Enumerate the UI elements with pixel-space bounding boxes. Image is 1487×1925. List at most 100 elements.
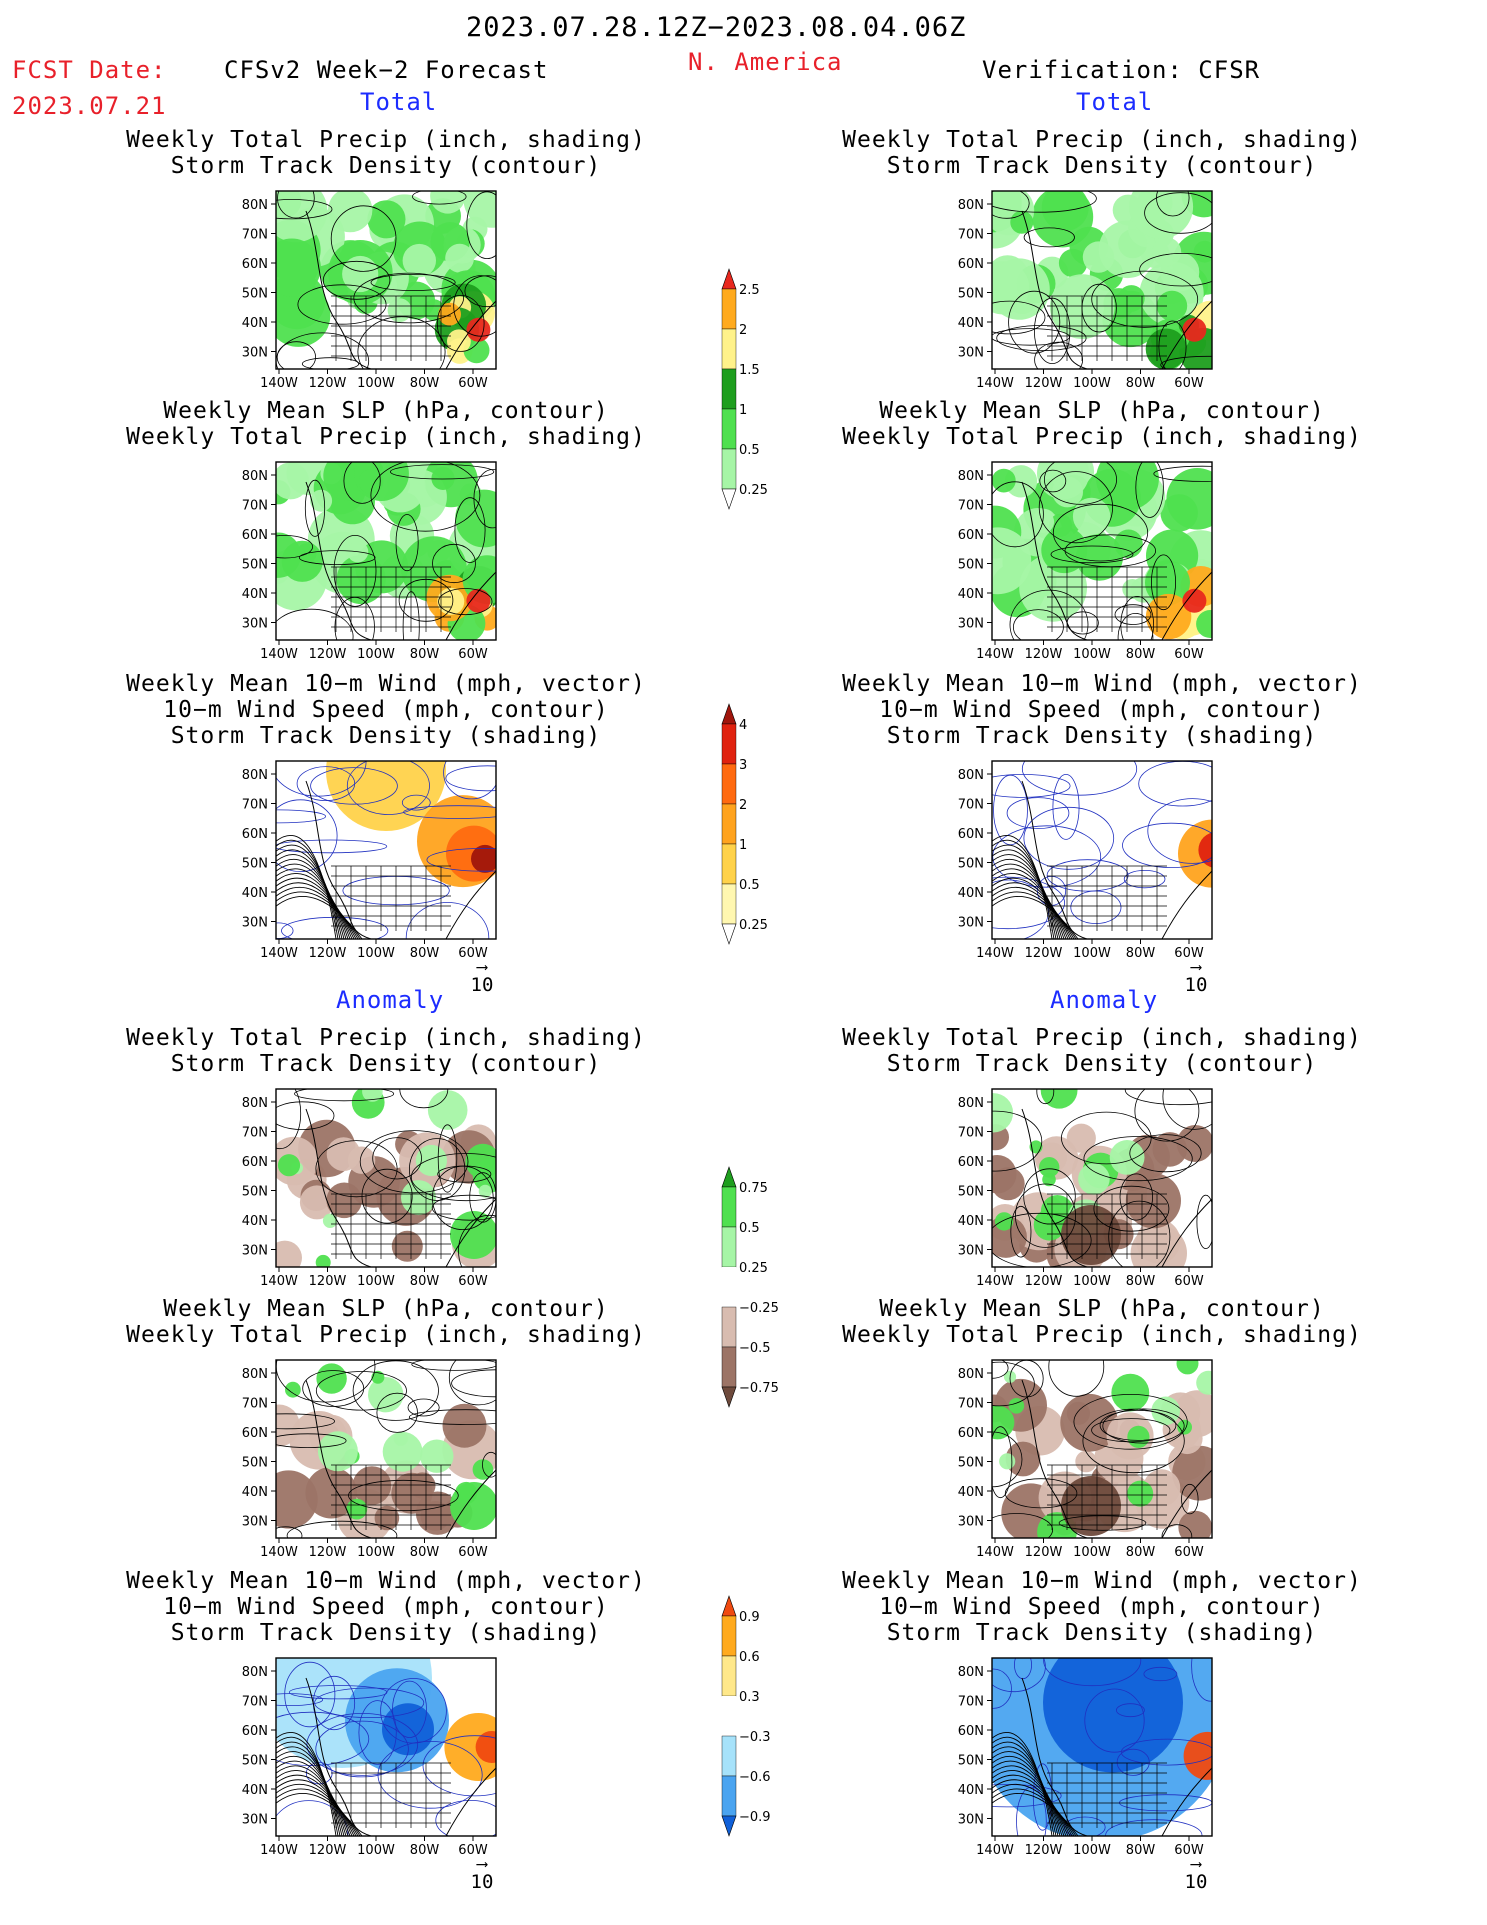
lon-tick-label: 60W	[458, 1545, 488, 1560]
lon-tick-label: 140W	[260, 376, 298, 391]
colorbar-segment	[721, 368, 737, 410]
colorbar-level-label: 0.9	[739, 1610, 760, 1625]
colorbar-segment	[721, 328, 737, 370]
lon-tick-label: 140W	[260, 946, 298, 961]
lat-tick-label: 50N	[242, 1754, 268, 1769]
colorbar-storm-anomaly: −0.9 −0.6 −0.3 0.3 0.6 0.9	[721, 1595, 771, 1837]
period-title: 2023.07.28.12Z−2023.08.04.06Z	[466, 12, 967, 43]
colorbar-segment	[721, 1306, 737, 1348]
colorbar-level-label: 2	[739, 323, 747, 338]
lat-tick-label: 40N	[958, 1214, 984, 1229]
vector-scale-anom-right: ⟶ 10	[1176, 1856, 1216, 1894]
lon-tick-label: 100W	[1073, 376, 1111, 391]
lat-tick-label: 60N	[242, 827, 268, 842]
lon-tick-label: 60W	[1174, 1545, 1204, 1560]
lat-tick-label: 60N	[958, 257, 984, 272]
colorbar-segment	[721, 1735, 737, 1777]
section-anomaly-right: Anomaly	[1050, 986, 1159, 1014]
lon-tick-label: 140W	[976, 946, 1014, 961]
lon-tick-label: 120W	[1025, 946, 1063, 961]
colorbar-segment	[722, 1267, 736, 1307]
lat-tick-label: 50N	[958, 1754, 984, 1769]
lat-tick-label: 80N	[958, 1096, 984, 1111]
title-slp-precip-total-right: Weekly Mean SLP (hPa, contour) Weekly Tot…	[842, 398, 1362, 450]
colorbar-level-label: 0.5	[739, 878, 760, 893]
colorbar-level-label: −0.75	[739, 1381, 779, 1396]
lon-tick-label: 80W	[1126, 946, 1156, 961]
map-wind-storm-total-verification: 80N 70N 60N 50N 40N 30N 140W 120W 100W 80W 60W	[958, 760, 1213, 961]
lat-tick-label: 70N	[242, 499, 268, 514]
colorbar-level-label: 2	[739, 798, 747, 813]
fcst-date-label: FCST Date:	[12, 56, 167, 84]
colorbar-segment	[721, 1775, 737, 1817]
lat-tick-label: 30N	[958, 617, 984, 632]
colorbar-level-label: 4	[739, 718, 747, 733]
lat-tick-label: 80N	[242, 1665, 268, 1680]
lon-tick-label: 120W	[309, 1545, 347, 1560]
lon-tick-label: 140W	[976, 1843, 1014, 1858]
title-precip-storm-total-right: Weekly Total Precip (inch, shading) Storm…	[842, 127, 1362, 179]
lat-tick-label: 70N	[242, 798, 268, 813]
colorbar-level-label: −0.6	[739, 1770, 771, 1785]
lon-tick-label: 140W	[260, 1545, 298, 1560]
lon-tick-label: 60W	[1174, 1274, 1204, 1289]
lat-tick-label: 50N	[242, 1456, 268, 1471]
lat-tick-label: 40N	[242, 587, 268, 602]
lat-tick-label: 50N	[958, 558, 984, 573]
lat-tick-label: 30N	[958, 916, 984, 931]
colorbar-level-label: 0.25	[739, 918, 768, 933]
lat-tick-label: 40N	[242, 1485, 268, 1500]
lat-tick-label: 80N	[242, 1096, 268, 1111]
map-precip-storm-anom-verification: 80N 70N 60N 50N 40N 30N 140W 120W 100W 80W 60W	[958, 1088, 1213, 1289]
lat-tick-label: 30N	[242, 1813, 268, 1828]
vector-scale-total-right: ⟶ 10	[1176, 959, 1216, 997]
lat-tick-label: 30N	[242, 916, 268, 931]
lon-tick-label: 120W	[309, 1274, 347, 1289]
lon-tick-label: 100W	[1073, 647, 1111, 662]
lon-tick-label: 120W	[1025, 1843, 1063, 1858]
colorbar-level-label: −0.5	[739, 1341, 771, 1356]
colorbar-segment	[721, 1226, 737, 1268]
map-precip-storm-anom-forecast: 80N 70N 60N 50N 40N 30N 140W 120W 100W 80W 60W	[242, 1088, 497, 1289]
vector-scale-total-left: ⟶ 10	[462, 959, 502, 997]
colorbar-level-label: 0.25	[739, 1261, 768, 1276]
lon-tick-label: 100W	[357, 1274, 395, 1289]
lon-tick-label: 120W	[309, 946, 347, 961]
lat-tick-label: 70N	[242, 1126, 268, 1141]
lat-tick-label: 60N	[242, 1724, 268, 1739]
lon-tick-label: 140W	[260, 1274, 298, 1289]
lon-tick-label: 100W	[357, 376, 395, 391]
lat-tick-label: 30N	[242, 346, 268, 361]
lon-tick-label: 100W	[357, 946, 395, 961]
section-total-left: Total	[360, 88, 438, 116]
colorbar-storm-total: 0.25 0.5 1 2 3 4	[721, 703, 768, 945]
lon-tick-label: 80W	[410, 376, 440, 391]
lat-tick-label: 50N	[958, 857, 984, 872]
lon-tick-label: 100W	[357, 1545, 395, 1560]
lon-tick-label: 80W	[1126, 376, 1156, 391]
colorbar-level-label: 0.6	[739, 1650, 760, 1665]
colorbar-top-triangle	[721, 1595, 737, 1617]
lon-tick-label: 120W	[309, 1843, 347, 1858]
colorbar-level-label: 1	[739, 403, 747, 418]
lat-tick-label: 70N	[242, 1397, 268, 1412]
colorbar-top-triangle	[721, 268, 737, 290]
lon-tick-label: 60W	[1174, 376, 1204, 391]
lon-tick-label: 60W	[458, 1843, 488, 1858]
lon-tick-label: 100W	[1073, 1274, 1111, 1289]
map-slp-precip-total-forecast: 80N 70N 60N 50N 40N 30N 140W 120W 100W 80W 60W	[242, 461, 497, 662]
lon-tick-label: 120W	[1025, 1545, 1063, 1560]
lat-tick-label: 40N	[242, 886, 268, 901]
colorbar-bottom-triangle	[721, 488, 737, 510]
lat-tick-label: 50N	[242, 287, 268, 302]
lon-tick-label: 140W	[976, 1274, 1014, 1289]
lon-tick-label: 80W	[410, 647, 440, 662]
forecast-title: CFSv2 Week−2 Forecast	[224, 56, 549, 84]
lat-tick-label: 70N	[958, 228, 984, 243]
lat-tick-label: 80N	[958, 469, 984, 484]
lat-tick-label: 30N	[958, 1515, 984, 1530]
lat-tick-label: 30N	[242, 1515, 268, 1530]
lat-tick-label: 40N	[242, 1214, 268, 1229]
lon-tick-label: 120W	[1025, 1274, 1063, 1289]
lat-tick-label: 80N	[958, 198, 984, 213]
